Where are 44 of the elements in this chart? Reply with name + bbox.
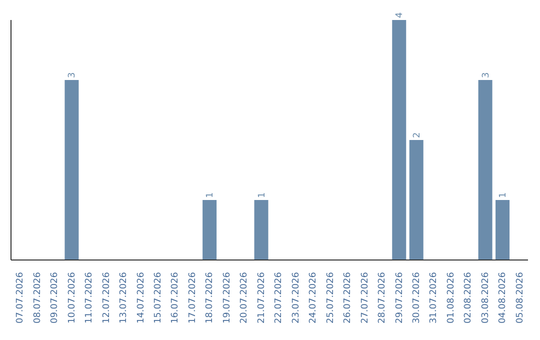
data-label: 1 bbox=[206, 192, 216, 198]
x-tick-label: 14.07.2026 bbox=[136, 272, 146, 324]
x-tick-label: 29.07.2026 bbox=[394, 272, 405, 324]
data-label: 1 bbox=[257, 192, 268, 198]
x-tick-label: 04.08.2026 bbox=[498, 272, 508, 324]
x-tick-label: 19.07.2026 bbox=[222, 272, 232, 324]
x-tick-label: 18.07.2026 bbox=[205, 272, 216, 324]
bar bbox=[254, 200, 268, 260]
bar bbox=[496, 200, 510, 260]
data-label: 4 bbox=[395, 12, 406, 18]
x-tick-label: 13.07.2026 bbox=[119, 272, 130, 324]
data-label: 3 bbox=[68, 72, 78, 78]
x-tick-label: 30.07.2026 bbox=[412, 272, 422, 324]
x-tick-label: 02.08.2026 bbox=[464, 272, 474, 324]
x-tick-label: 23.07.2026 bbox=[291, 272, 302, 324]
data-label: 3 bbox=[481, 72, 492, 78]
x-tick-label: 25.07.2026 bbox=[326, 272, 336, 324]
x-tick-label: 07.07.2026 bbox=[16, 272, 26, 324]
x-tick-label: 21.07.2026 bbox=[256, 272, 267, 324]
x-tick-label: 24.07.2026 bbox=[308, 272, 319, 324]
x-tick-label: 08.07.2026 bbox=[32, 272, 43, 324]
x-tick-label: 11.07.2026 bbox=[84, 272, 95, 324]
x-tick-label: 05.08.2026 bbox=[515, 272, 526, 324]
bar bbox=[478, 80, 492, 260]
x-tick-label: 12.07.2026 bbox=[102, 272, 112, 324]
x-tick-label: 28.07.2026 bbox=[378, 272, 388, 324]
x-tick-label: 26.07.2026 bbox=[343, 272, 354, 324]
x-tick-label: 01.08.2026 bbox=[446, 272, 456, 324]
data-label: 2 bbox=[412, 132, 422, 138]
x-tick-label: 10.07.2026 bbox=[67, 272, 78, 324]
x-tick-label: 17.07.2026 bbox=[188, 272, 198, 324]
x-tick-label: 20.07.2026 bbox=[240, 272, 250, 324]
x-tick-label: 09.07.2026 bbox=[50, 272, 60, 324]
data-label: 1 bbox=[498, 192, 509, 198]
bar bbox=[64, 80, 79, 260]
bar bbox=[392, 20, 406, 260]
x-tick-label: 15.07.2026 bbox=[153, 272, 164, 324]
x-tick-label: 16.07.2026 bbox=[170, 272, 181, 324]
bar bbox=[202, 200, 217, 260]
x-tick-label: 31.07.2026 bbox=[429, 272, 440, 324]
x-tick-label: 27.07.2026 bbox=[360, 272, 370, 324]
x-tick-label: 22.07.2026 bbox=[274, 272, 284, 324]
bar bbox=[409, 140, 424, 260]
x-tick-label: 03.08.2026 bbox=[480, 272, 491, 324]
